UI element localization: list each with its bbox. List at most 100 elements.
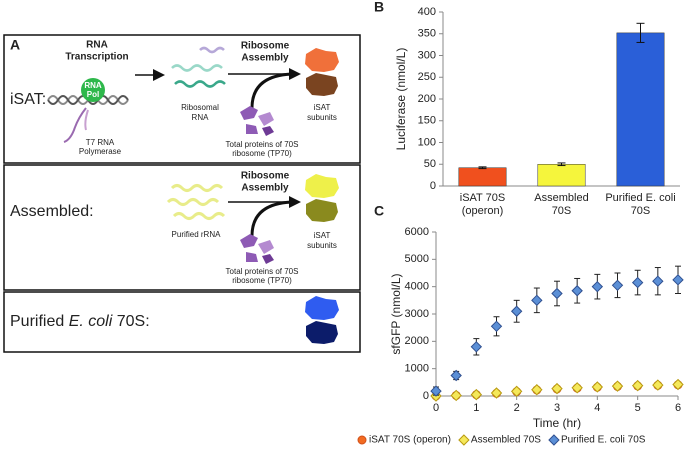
caption: iSAT bbox=[314, 103, 331, 112]
legend-marker bbox=[458, 434, 470, 446]
panel-label: A bbox=[10, 37, 20, 53]
subunit bbox=[306, 321, 338, 344]
step-label: Assembly bbox=[241, 53, 289, 64]
step-label: Transcription bbox=[65, 52, 128, 63]
caption: Total proteins of 70S bbox=[226, 267, 299, 276]
y-tick-label: 1000 bbox=[405, 363, 429, 375]
x-tick-label: Purified E. coli 70S bbox=[605, 192, 676, 217]
y-tick-label: 4000 bbox=[405, 281, 429, 293]
point bbox=[551, 382, 563, 395]
caption: iSAT bbox=[314, 231, 331, 240]
point bbox=[611, 380, 624, 392]
legend-marker bbox=[548, 434, 560, 446]
y-tick-label: 0 bbox=[423, 390, 429, 402]
point bbox=[611, 279, 624, 292]
rna-pol-label: Pol bbox=[87, 90, 99, 99]
point bbox=[571, 285, 583, 297]
legend-label: Purified E. coli 70S bbox=[561, 435, 646, 446]
x-tick-label: 5 bbox=[635, 402, 641, 414]
y-tick-label: 6000 bbox=[405, 226, 429, 238]
dna-helix bbox=[47, 95, 129, 143]
x-axis-label: Time (hr) bbox=[533, 416, 581, 430]
bar bbox=[537, 164, 586, 187]
rrna bbox=[166, 184, 226, 220]
subunit bbox=[306, 199, 338, 222]
y-tick-label: 300 bbox=[418, 49, 436, 61]
point bbox=[652, 379, 664, 391]
legend-label: iSAT 70S (operon) bbox=[369, 435, 451, 446]
caption: Purified rRNA bbox=[172, 230, 222, 239]
caption: ribosome (TP70) bbox=[232, 149, 292, 158]
y-axis-label: sfGFP (nmol/L) bbox=[389, 273, 403, 354]
row-label-part: Purified bbox=[10, 313, 69, 330]
rrna bbox=[171, 46, 226, 88]
point bbox=[672, 274, 684, 286]
point bbox=[531, 384, 543, 396]
panel-label: C bbox=[374, 203, 384, 219]
x-tick-label: Assembled 70S bbox=[534, 192, 589, 217]
caption: Ribosomal bbox=[181, 103, 219, 112]
point bbox=[531, 294, 543, 307]
y-tick-label: 350 bbox=[418, 28, 436, 40]
subunit bbox=[305, 296, 339, 320]
y-tick-label: 3000 bbox=[405, 308, 429, 320]
row-frame bbox=[3, 164, 361, 291]
x-tick-label: 1 bbox=[473, 402, 479, 414]
arrow bbox=[250, 200, 297, 237]
caption: subunits bbox=[307, 241, 337, 250]
point bbox=[652, 275, 664, 287]
point bbox=[571, 382, 583, 394]
caption: Total proteins of 70S bbox=[226, 140, 299, 149]
point bbox=[591, 381, 604, 393]
point bbox=[470, 388, 483, 401]
point bbox=[450, 389, 462, 402]
y-axis-label: Luciferase (nmol/L) bbox=[394, 48, 408, 151]
point bbox=[551, 287, 563, 300]
y-tick-label: 200 bbox=[418, 93, 436, 105]
caption: T7 RNA bbox=[86, 138, 115, 147]
caption: RNA bbox=[192, 113, 210, 122]
point bbox=[591, 280, 604, 293]
point bbox=[470, 341, 483, 353]
y-tick-label: 250 bbox=[418, 71, 436, 83]
y-tick-label: 2000 bbox=[405, 335, 429, 347]
point bbox=[631, 379, 644, 392]
caption: ribosome (TP70) bbox=[232, 276, 292, 285]
row-frame bbox=[3, 291, 361, 353]
point bbox=[490, 387, 503, 399]
row-frame bbox=[3, 34, 361, 164]
subunit bbox=[305, 48, 339, 72]
x-tick-label: 4 bbox=[594, 402, 600, 414]
subunit bbox=[305, 174, 339, 198]
row-label-part: E. coli bbox=[69, 313, 113, 330]
x-tick-label: 6 bbox=[675, 402, 681, 414]
arrow bbox=[250, 72, 297, 109]
step-label: Ribosome bbox=[241, 41, 290, 52]
legend-label: Assembled 70S bbox=[471, 435, 541, 446]
step-label: RNA bbox=[86, 40, 108, 51]
bar bbox=[616, 32, 665, 187]
bar bbox=[458, 167, 507, 187]
point bbox=[430, 385, 442, 397]
row-label: iSAT: bbox=[10, 91, 46, 108]
point bbox=[450, 369, 462, 382]
point bbox=[510, 385, 523, 398]
y-tick-label: 150 bbox=[418, 115, 436, 127]
point bbox=[510, 305, 523, 317]
y-tick-label: 50 bbox=[424, 158, 436, 170]
row-label-part: 70S: bbox=[112, 313, 149, 330]
point bbox=[631, 276, 644, 289]
x-tick-label: iSAT 70S (operon) bbox=[459, 192, 506, 217]
rna-pol-label: RNA bbox=[84, 81, 102, 90]
row-label: Assembled: bbox=[10, 203, 94, 220]
y-tick-label: 0 bbox=[430, 180, 436, 192]
legend-marker bbox=[357, 435, 367, 445]
x-tick-label: 0 bbox=[433, 402, 439, 414]
point bbox=[490, 320, 503, 333]
y-tick-label: 400 bbox=[418, 6, 436, 18]
caption: Polymerase bbox=[79, 147, 122, 156]
proteins bbox=[240, 106, 274, 136]
panel-label: B bbox=[374, 0, 384, 15]
step-label: Assembly bbox=[241, 183, 289, 194]
